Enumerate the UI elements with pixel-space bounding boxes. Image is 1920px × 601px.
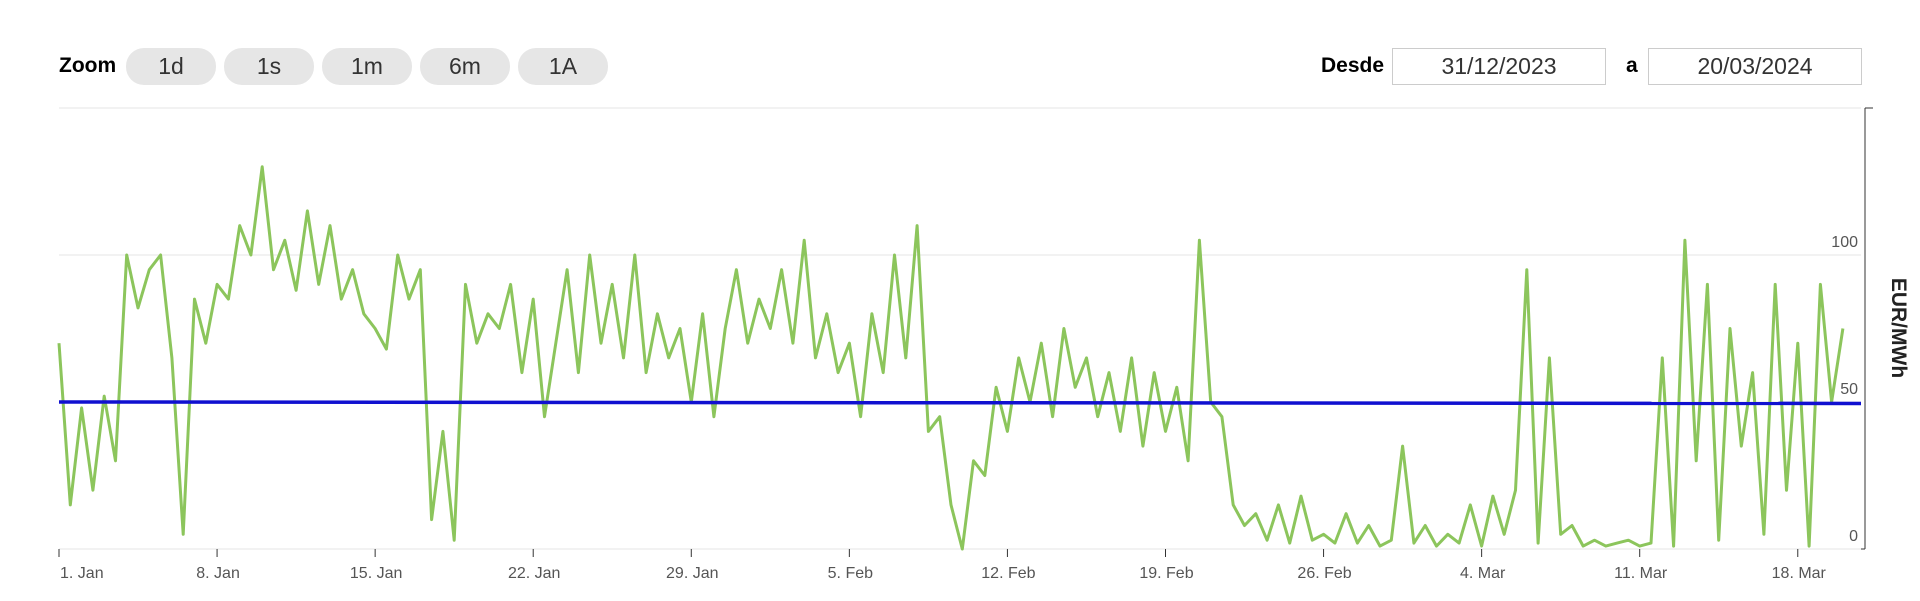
x-tick-label: 5. Feb — [828, 565, 873, 582]
from-label: Desde — [1321, 54, 1385, 77]
x-tick-label: 1. Jan — [60, 565, 104, 582]
series-line — [57, 165, 1845, 551]
x-tick-label: 18. Mar — [1772, 565, 1827, 582]
y-tick-label: 0 — [1849, 528, 1858, 545]
zoom-button[interactable]: 1d — [126, 48, 216, 85]
x-tick-label: 29. Jan — [666, 565, 718, 582]
from-input[interactable]: 31/12/2023 — [1392, 48, 1606, 85]
x-tick-label: 12. Feb — [981, 565, 1035, 582]
y-axis-title: EUR/MWh — [1887, 278, 1910, 378]
zoom-button[interactable]: 6m — [420, 48, 510, 85]
x-tick-label: 8. Jan — [196, 565, 240, 582]
x-tick-label: 22. Jan — [508, 565, 560, 582]
zoom-label: Zoom — [59, 54, 117, 77]
zoom-button[interactable]: 1m — [322, 48, 412, 85]
x-tick-label: 19. Feb — [1139, 565, 1193, 582]
to-label: a — [1626, 54, 1638, 77]
to-input[interactable]: 20/03/2024 — [1648, 48, 1862, 85]
zoom-button[interactable]: 1s — [224, 48, 314, 85]
x-tick-label: 15. Jan — [350, 565, 402, 582]
y-tick-label: 50 — [1840, 381, 1858, 398]
series-line — [58, 400, 1862, 406]
x-tick-label: 11. Mar — [1614, 565, 1668, 582]
x-tick-label: 26. Feb — [1297, 565, 1351, 582]
y-tick-label: 100 — [1831, 234, 1858, 251]
zoom-button[interactable]: 1A — [518, 48, 608, 85]
x-tick-label: 4. Mar — [1460, 565, 1506, 582]
